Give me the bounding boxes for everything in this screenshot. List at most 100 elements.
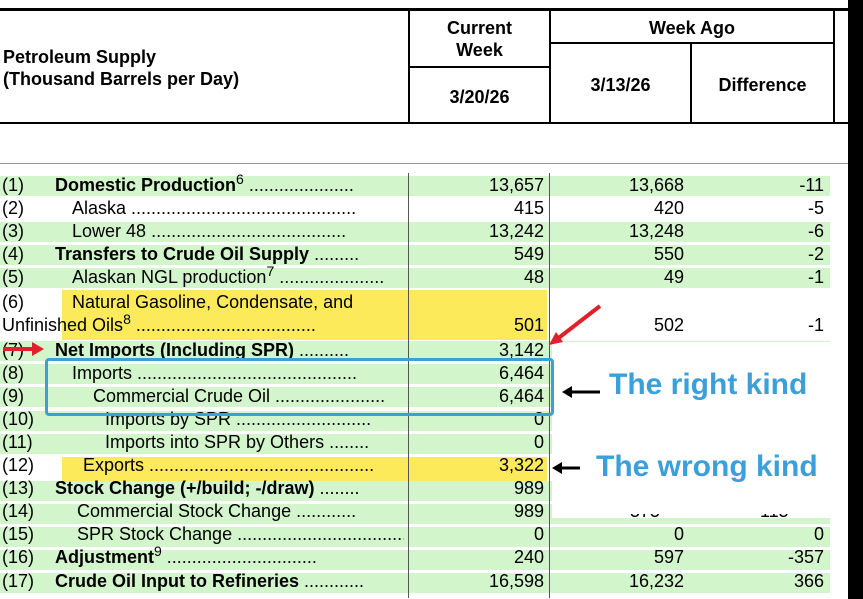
leader-dots: .....................: [243, 175, 354, 195]
row-label: Natural Gasoline, Condensate, and: [72, 292, 354, 312]
cell-week_ago: 13,248: [628, 221, 684, 241]
leader-dots: ....................................: [130, 315, 316, 335]
row-label-text: Stock Change (+/build; -/draw): [55, 478, 315, 498]
table-row: (3) Lower 48 ............................…: [0, 220, 830, 243]
row-number: (13): [2, 478, 35, 498]
cell-current: 240: [513, 547, 544, 567]
row-number: (11): [2, 432, 33, 452]
leader-dots: ..............................: [161, 547, 317, 567]
leader-dots: ........................................…: [132, 363, 358, 383]
leader-dots: ........................................…: [126, 198, 357, 218]
row-label: Lower 48 ...............................…: [72, 220, 404, 243]
row-label: Commercial Crude Oil ...................…: [93, 385, 404, 408]
leader-dots: ............: [291, 501, 357, 521]
week-ago-date-header: 3/13/26: [590, 75, 651, 95]
row-label-text: Adjustment: [55, 547, 154, 567]
row-label: Exports ................................…: [83, 454, 404, 477]
black-arrow-right-kind-icon: [562, 386, 600, 398]
cell-diff: -357: [787, 547, 824, 567]
cell-week_ago: 13,668: [628, 175, 684, 195]
current-week-line-2: Week: [456, 40, 503, 60]
table-row: (4) Transfers to Crude Oil Supply .......…: [0, 243, 830, 266]
row-label-text: Alaska: [72, 198, 127, 218]
row-number: (4): [2, 244, 24, 264]
row-number: (10): [2, 409, 35, 429]
row-band: [0, 245, 830, 265]
table-row: (16) Adjustment9 ........................…: [0, 546, 830, 569]
cell-current: 415: [513, 198, 544, 218]
row-number: (12): [2, 455, 35, 475]
row-number: (15): [2, 524, 35, 544]
row-label: Imports into SPR by Others ........: [105, 431, 404, 454]
leader-dots: ..........: [294, 340, 350, 360]
table-row: (12) Exports ............................…: [0, 454, 830, 477]
cell-diff: -6: [807, 221, 824, 241]
cell-current: 549: [513, 244, 544, 264]
row-label: Transfers to Crude Oil Supply .........: [55, 243, 404, 266]
leader-dots: .....................: [274, 267, 385, 287]
footnote-marker: 7: [266, 266, 275, 279]
blank-panel: [552, 342, 848, 518]
leader-dots: ............: [299, 571, 365, 591]
cell-current: 3,322: [498, 455, 544, 475]
row-14-partial-values: 575115: [590, 514, 830, 520]
row-label-text: Imports into SPR by Others: [105, 432, 325, 452]
current-date-header: 3/20/26: [449, 87, 510, 107]
table-row: (6) Natural Gasoline, Condensate, and: [0, 291, 830, 314]
header-subrule-1: [549, 42, 835, 44]
row-number: (2): [2, 198, 24, 218]
row-label: Domestic Production6 ...................…: [55, 174, 404, 197]
table-row: (11) Imports into SPR by Others ........ 0: [0, 431, 830, 454]
leader-dots: ........: [314, 478, 360, 498]
table-row: (1) Domestic Production6 ................…: [0, 174, 830, 197]
current-week-header: Current Week: [410, 17, 549, 61]
cell-week_ago: 49: [663, 267, 684, 287]
table-row: (5) Alaskan NGL production7 .............…: [0, 266, 830, 289]
table-title: Petroleum Supply (Thousand Barrels per D…: [3, 46, 239, 90]
table-row: (2) Alaska ..............................…: [0, 197, 830, 220]
highlight-natural-gasoline: [62, 290, 547, 340]
row-label-text: Crude Oil Input to Refineries: [55, 571, 300, 591]
cell-current: 48: [523, 267, 544, 287]
table-row: (13) Stock Change (+/build; -/draw) .....…: [0, 477, 830, 500]
difference-header: Difference: [718, 75, 807, 95]
cell-diff: -11: [799, 175, 824, 195]
row-number: (1): [2, 175, 24, 195]
table-row: (9) Commercial Crude Oil ................…: [0, 385, 830, 408]
leader-dots: ..................................: [232, 524, 404, 544]
row-label-text: Lower 48: [72, 221, 147, 241]
header-divider-3: [833, 8, 835, 123]
row-band: [0, 550, 830, 570]
row-label-text: SPR Stock Change: [77, 524, 233, 544]
footnote-marker: 6: [236, 174, 244, 187]
right-edge-bar: [848, 0, 863, 599]
cell-week_ago: 16,232: [628, 571, 684, 591]
imports-callout-box: [45, 358, 554, 416]
row-label-text: Net Imports (Including SPR): [55, 340, 295, 360]
cell-diff: 0: [813, 524, 824, 544]
cell-week_ago: 502: [653, 315, 684, 335]
cell-current: 501: [513, 315, 544, 335]
red-arrow-left-icon: [3, 342, 44, 356]
row-number: (14): [2, 501, 35, 521]
row-band: [0, 222, 830, 242]
table-row: (7)Net Imports (Including SPR) .........…: [0, 339, 830, 362]
wrong-kind-annotation: The wrong kind: [596, 450, 818, 483]
row-number: (3): [2, 221, 24, 241]
row-label: Commercial Stock Change ............: [77, 500, 404, 523]
table-row: (17) Crude Oil Input to Refineries ......…: [0, 570, 830, 593]
header-divider-1: [408, 8, 410, 123]
row-label-text: Imports: [72, 363, 133, 383]
row-label-text: Transfers to Crude Oil Supply: [55, 244, 310, 264]
row-number: (6): [2, 292, 24, 312]
row-number: (9): [2, 386, 24, 406]
table-row-continued: Unfinished Oils8 .......................…: [0, 314, 830, 337]
leader-dots: ........: [324, 432, 370, 452]
header-bottom-rule: [0, 122, 848, 124]
cell-diff: -5: [807, 198, 824, 218]
leader-dots: ......................: [270, 386, 386, 406]
cell-current: 13,657: [488, 175, 544, 195]
row-band: [0, 573, 830, 593]
cell-week_ago: 420: [653, 198, 684, 218]
